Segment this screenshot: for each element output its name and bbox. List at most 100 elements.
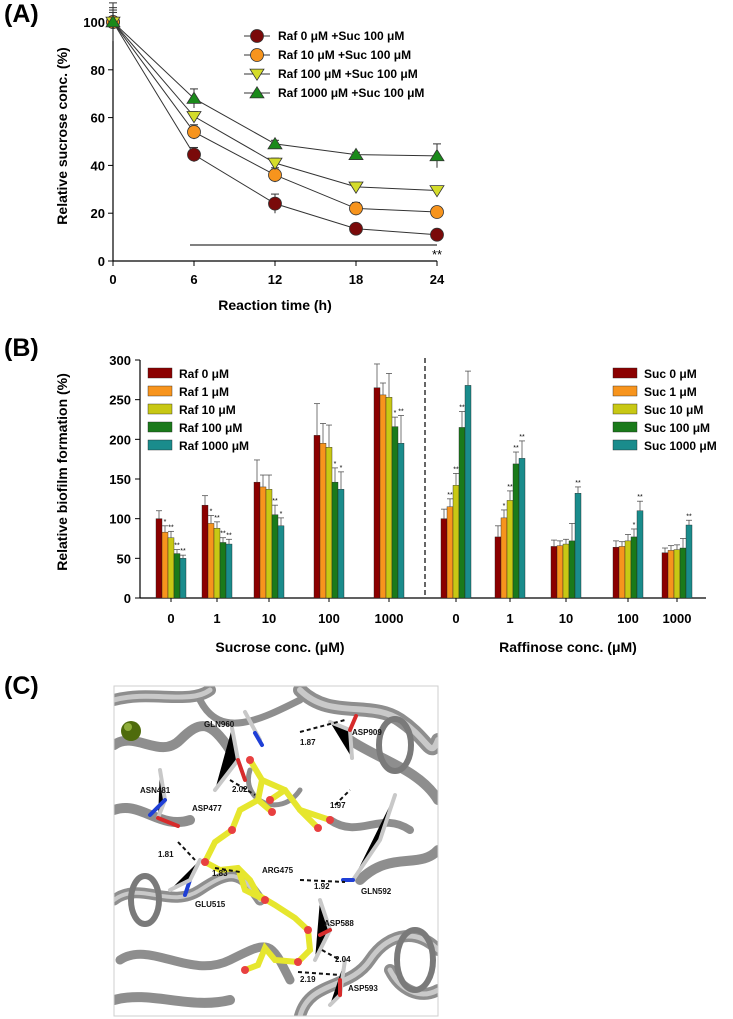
b-x-tick-label: 10 [262, 611, 276, 626]
b-significance-mark: * [394, 410, 397, 417]
a-legend-marker [250, 29, 264, 43]
b-significance-mark: * [334, 461, 337, 468]
a-data-point [267, 157, 283, 171]
a-y-tick-label: 40 [91, 158, 105, 173]
b-significance-mark: * [280, 511, 283, 518]
a-y-tick-label: 60 [91, 111, 105, 126]
distance-label-6: 1.92 [314, 882, 330, 891]
b-legend-label: Raf 100 μM [179, 421, 242, 435]
residue-label-asp909: ASP909 [352, 728, 382, 737]
a-data-point [187, 147, 201, 162]
a-legend-marker [249, 68, 265, 82]
a-y-tick-label: 100 [83, 15, 105, 30]
b-significance-mark: ** [686, 513, 692, 520]
b-legend-label: Raf 0 μM [179, 367, 229, 381]
b-legend-swatch [612, 439, 638, 451]
b-x-tick-label: 1000 [663, 611, 692, 626]
metal-ion [121, 721, 141, 741]
distance-label-4: 1.81 [158, 850, 174, 859]
b-significance-mark: ** [220, 531, 226, 538]
b-significance-mark: ** [272, 498, 278, 505]
b-bar [679, 547, 687, 599]
b-significance-mark: ** [226, 532, 232, 539]
b-x-tick-label: 1 [213, 611, 220, 626]
a-data-point [268, 168, 282, 182]
a-data-point [186, 111, 202, 124]
a-y-tick-label: 80 [91, 63, 105, 78]
helix-coils [128, 716, 436, 993]
residue-label-asn481: ASN481 [140, 786, 171, 795]
a-data-point [349, 201, 363, 216]
a-data-point [349, 221, 363, 236]
a-data-point [186, 91, 202, 104]
b-legend-label: Suc 1000 μM [644, 439, 717, 453]
b-significance-mark: ** [174, 543, 180, 550]
b-legend-swatch [612, 385, 638, 397]
a-x-axis-title: Reaction time (h) [218, 297, 332, 313]
b-bar [213, 527, 221, 599]
b-y-axis-title: Relative biofilm formation (%) [54, 373, 70, 571]
b-bar [271, 514, 279, 599]
b-bar [452, 485, 460, 599]
b-bar [337, 489, 345, 599]
b-bar [379, 394, 387, 599]
b-legend-swatch [147, 385, 173, 397]
b-legend-swatch [147, 367, 173, 379]
a-legend-label: Raf 100 μM +Suc 100 μM [278, 67, 418, 81]
b-bar [331, 481, 339, 599]
b-legend-label: Raf 1 μM [179, 385, 229, 399]
b-bar [458, 427, 466, 599]
a-data-point [105, 14, 121, 28]
a-data-point [429, 185, 445, 198]
b-bar [277, 525, 285, 599]
b-bar [161, 531, 169, 599]
residue-label-asp588: ASP588 [324, 919, 354, 928]
b-legend-label: Raf 10 μM [179, 403, 236, 417]
a-x-tick-label: 6 [190, 272, 197, 287]
b-bar [512, 463, 520, 599]
b-significance-mark: ** [168, 524, 174, 531]
a-series-3 [105, 11, 445, 168]
b-bar [636, 510, 644, 599]
b-bar [173, 553, 181, 599]
b-bar [253, 481, 261, 599]
b-significance-mark: * [210, 508, 213, 515]
b-x-tick-label: 1 [506, 611, 513, 626]
residue-label-gln960: GLN960 [204, 720, 235, 729]
residue-sticks [148, 710, 397, 1007]
b-legend-label: Suc 100 μM [644, 421, 710, 435]
b-significance-mark: ** [459, 405, 465, 412]
b-bar [179, 558, 187, 599]
b-y-tick-label: 150 [109, 472, 131, 487]
b-legend-label: Suc 1 μM [644, 385, 697, 399]
b-bar [667, 550, 675, 599]
panel-label-a: (A) [4, 0, 39, 28]
residue-label-asp593: ASP593 [348, 984, 378, 993]
b-bar [265, 489, 273, 599]
b-bar [618, 546, 626, 599]
b-x-axis-title-sucrose: Sucrose conc. (μM) [215, 639, 344, 655]
distance-label-2: 2.02 [232, 785, 248, 794]
b-x-tick-label: 100 [617, 611, 639, 626]
a-x-tick-label: 24 [430, 272, 445, 287]
b-bar [440, 518, 448, 599]
a-series-1 [106, 7, 444, 219]
b-legend-label: Suc 10 μM [644, 403, 703, 417]
b-legend-swatch [147, 421, 173, 433]
b-bar [325, 447, 333, 599]
a-data-point [268, 196, 282, 211]
b-y-tick-label: 300 [109, 353, 131, 368]
a-legend-label: Raf 0 μM +Suc 100 μM [278, 29, 404, 43]
b-bar [494, 536, 502, 599]
a-y-tick-label: 20 [91, 206, 105, 221]
b-bar [219, 542, 227, 599]
ligand-raffinose [201, 757, 333, 973]
b-y-tick-label: 200 [109, 432, 131, 447]
a-data-point [267, 136, 283, 150]
b-bar [568, 540, 576, 599]
a-legend-marker [249, 85, 265, 99]
docking-structure-image: GLN960 ASP909 ASN481 ASP477 ARG475 GLN59… [114, 686, 438, 1016]
a-data-point [187, 125, 201, 139]
